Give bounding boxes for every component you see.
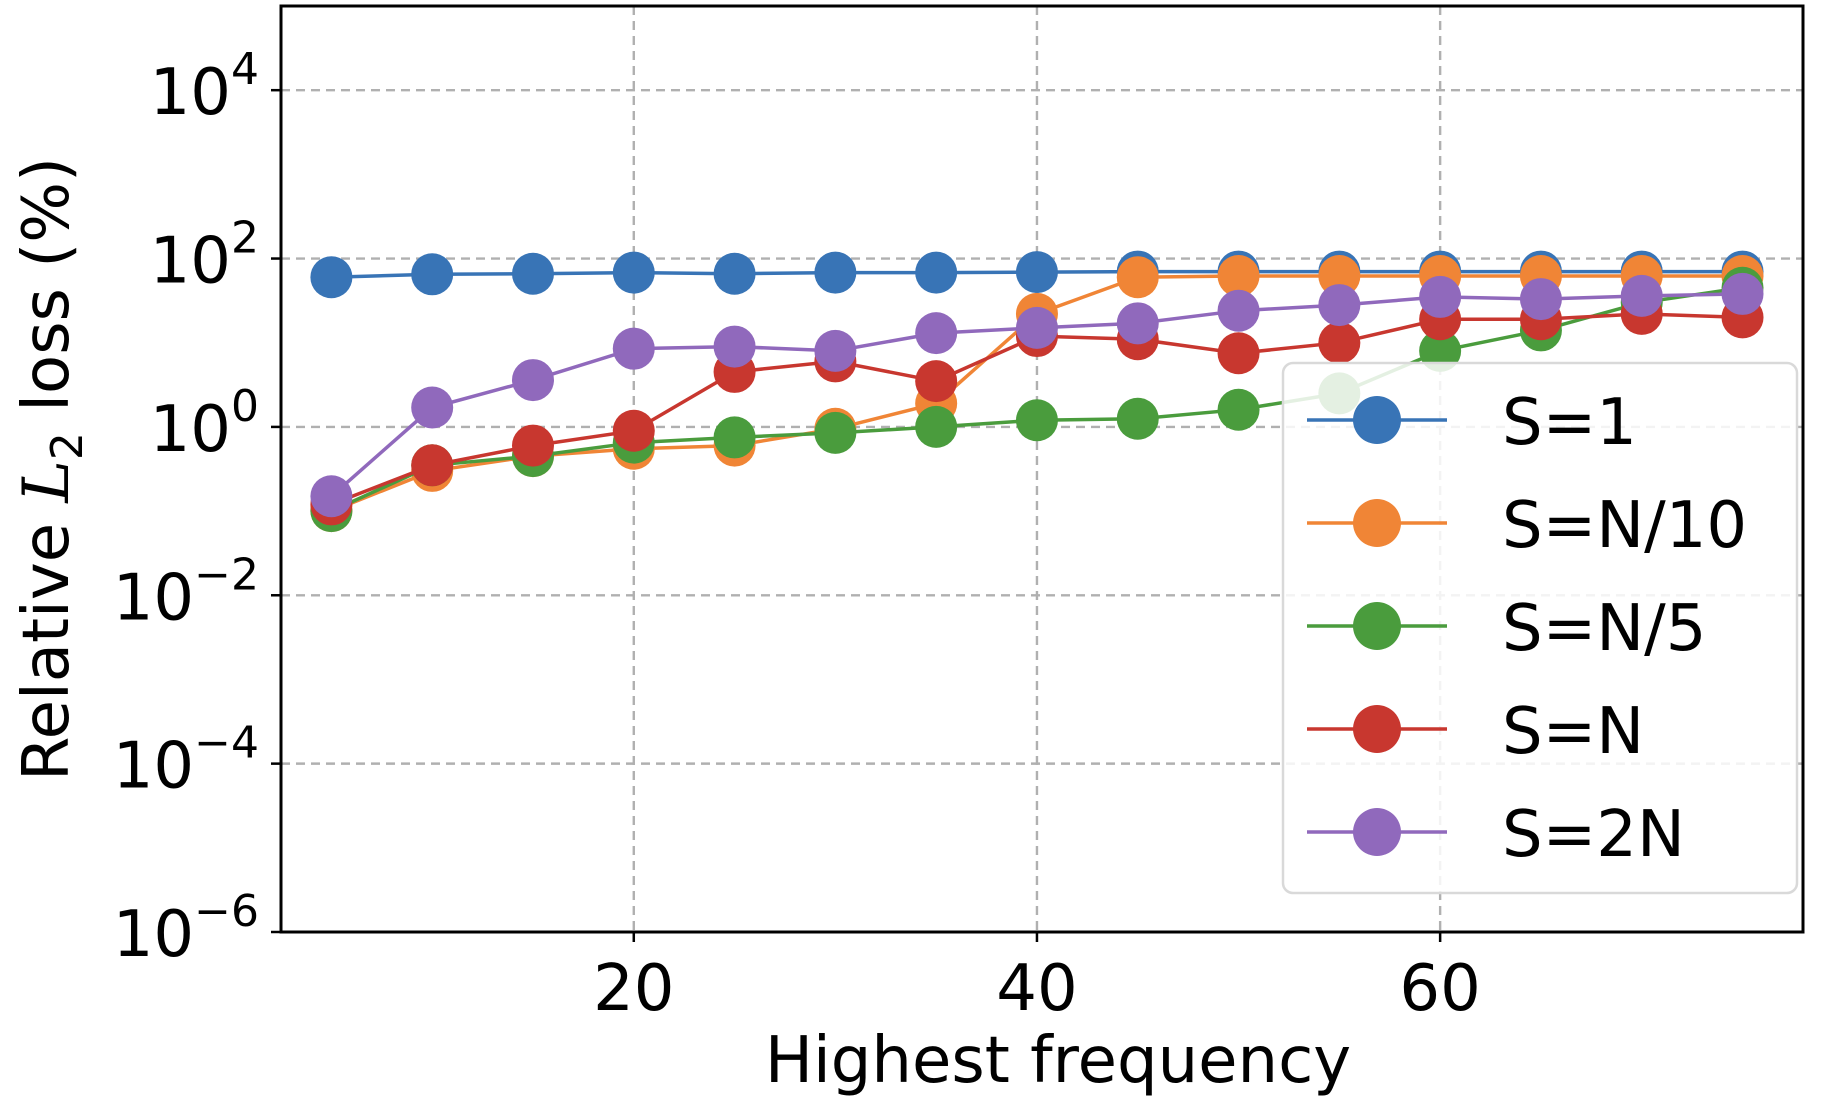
data-point bbox=[1217, 332, 1260, 375]
data-point bbox=[915, 405, 958, 448]
legend-marker bbox=[1353, 499, 1401, 547]
series-5 bbox=[310, 272, 1764, 518]
data-point bbox=[612, 409, 655, 452]
x-axis-ticks: 20 40 60 bbox=[593, 932, 1481, 1026]
data-point bbox=[1015, 306, 1058, 349]
legend-marker bbox=[1353, 396, 1401, 444]
data-point bbox=[1217, 255, 1260, 298]
data-point bbox=[511, 424, 554, 467]
data-point bbox=[411, 444, 454, 487]
data-point bbox=[814, 251, 857, 294]
y-axis-label: Relative L2 loss (%) bbox=[10, 157, 93, 781]
y-tick-label: 104 bbox=[150, 44, 259, 130]
data-point bbox=[511, 359, 554, 402]
data-point bbox=[511, 252, 554, 295]
legend-label: S=2N bbox=[1502, 798, 1685, 872]
data-point bbox=[1318, 284, 1361, 327]
legend-item: S=N bbox=[1307, 695, 1644, 769]
x-axis-label: Highest frequency bbox=[765, 1024, 1351, 1098]
data-point bbox=[1116, 256, 1159, 299]
y-tick-base: 10 bbox=[150, 393, 231, 467]
legend-marker bbox=[1353, 705, 1401, 753]
data-point bbox=[411, 253, 454, 296]
data-point bbox=[411, 386, 454, 429]
y-tick-base: 10 bbox=[113, 898, 194, 972]
y-tick-label: 10−4 bbox=[113, 718, 259, 804]
y-tick-label: 102 bbox=[150, 213, 259, 299]
data-point bbox=[1318, 255, 1361, 298]
legend-label: S=N/10 bbox=[1502, 489, 1747, 563]
series-layer bbox=[310, 250, 1764, 533]
y-tick-base: 10 bbox=[150, 56, 231, 130]
y-axis-label-variable: L bbox=[10, 460, 84, 504]
data-point bbox=[915, 251, 958, 294]
data-point bbox=[814, 411, 857, 454]
data-point bbox=[1419, 275, 1462, 318]
legend-item: S=2N bbox=[1307, 798, 1685, 872]
data-point bbox=[915, 312, 958, 355]
legend-item: S=1 bbox=[1307, 386, 1637, 460]
data-point bbox=[612, 251, 655, 294]
data-point bbox=[713, 416, 756, 459]
legend: S=1 S=N/10 S=N/5 S=N S=2N bbox=[1281, 361, 1799, 895]
y-tick-base: 10 bbox=[150, 225, 231, 299]
y-tick-label: 100 bbox=[150, 381, 259, 467]
y-tick-exponent: −2 bbox=[194, 549, 259, 600]
data-point bbox=[713, 325, 756, 368]
legend-item: S=N/5 bbox=[1307, 592, 1706, 666]
legend-box bbox=[1281, 361, 1799, 895]
data-point bbox=[814, 329, 857, 372]
y-tick-label: 10−2 bbox=[113, 549, 259, 635]
x-tick-label: 60 bbox=[1399, 952, 1480, 1026]
data-point bbox=[1419, 329, 1462, 372]
y-axis-label-prefix: Relative bbox=[10, 503, 84, 781]
data-point bbox=[1519, 278, 1562, 321]
legend-label: S=N/5 bbox=[1502, 592, 1706, 666]
y-tick-base: 10 bbox=[113, 730, 194, 804]
y-axis-label-suffix: loss (%) bbox=[10, 157, 84, 432]
data-point bbox=[713, 252, 756, 295]
y-tick-exponent: 4 bbox=[231, 44, 259, 95]
data-point bbox=[1217, 388, 1260, 431]
data-point bbox=[612, 327, 655, 370]
data-point bbox=[1620, 274, 1663, 317]
y-tick-label: 10−6 bbox=[113, 886, 259, 972]
y-tick-exponent: −6 bbox=[194, 886, 259, 937]
data-point bbox=[310, 256, 353, 299]
legend-label: S=N bbox=[1502, 695, 1644, 769]
y-tick-exponent: −4 bbox=[194, 718, 259, 769]
data-point bbox=[1318, 321, 1361, 364]
legend-marker bbox=[1353, 602, 1401, 650]
legend-label: S=1 bbox=[1502, 386, 1637, 460]
data-point bbox=[1721, 272, 1764, 315]
y-tick-exponent: 2 bbox=[231, 213, 259, 264]
x-tick-label: 20 bbox=[593, 952, 674, 1026]
data-point bbox=[1015, 251, 1058, 294]
data-point bbox=[1015, 399, 1058, 442]
y-tick-base: 10 bbox=[113, 561, 194, 635]
data-point bbox=[1116, 302, 1159, 345]
legend-items: S=1 S=N/10 S=N/5 S=N S=2N bbox=[1307, 386, 1747, 872]
data-point bbox=[1116, 397, 1159, 440]
y-axis-label-subscript: 2 bbox=[42, 432, 93, 460]
legend-marker bbox=[1353, 808, 1401, 856]
plot-frame bbox=[279, 4, 1805, 934]
data-point bbox=[1217, 289, 1260, 332]
data-point bbox=[310, 475, 353, 518]
data-point bbox=[915, 360, 958, 403]
x-tick-label: 40 bbox=[996, 952, 1077, 1026]
legend-item: S=N/10 bbox=[1307, 489, 1747, 563]
y-tick-exponent: 0 bbox=[231, 381, 259, 432]
